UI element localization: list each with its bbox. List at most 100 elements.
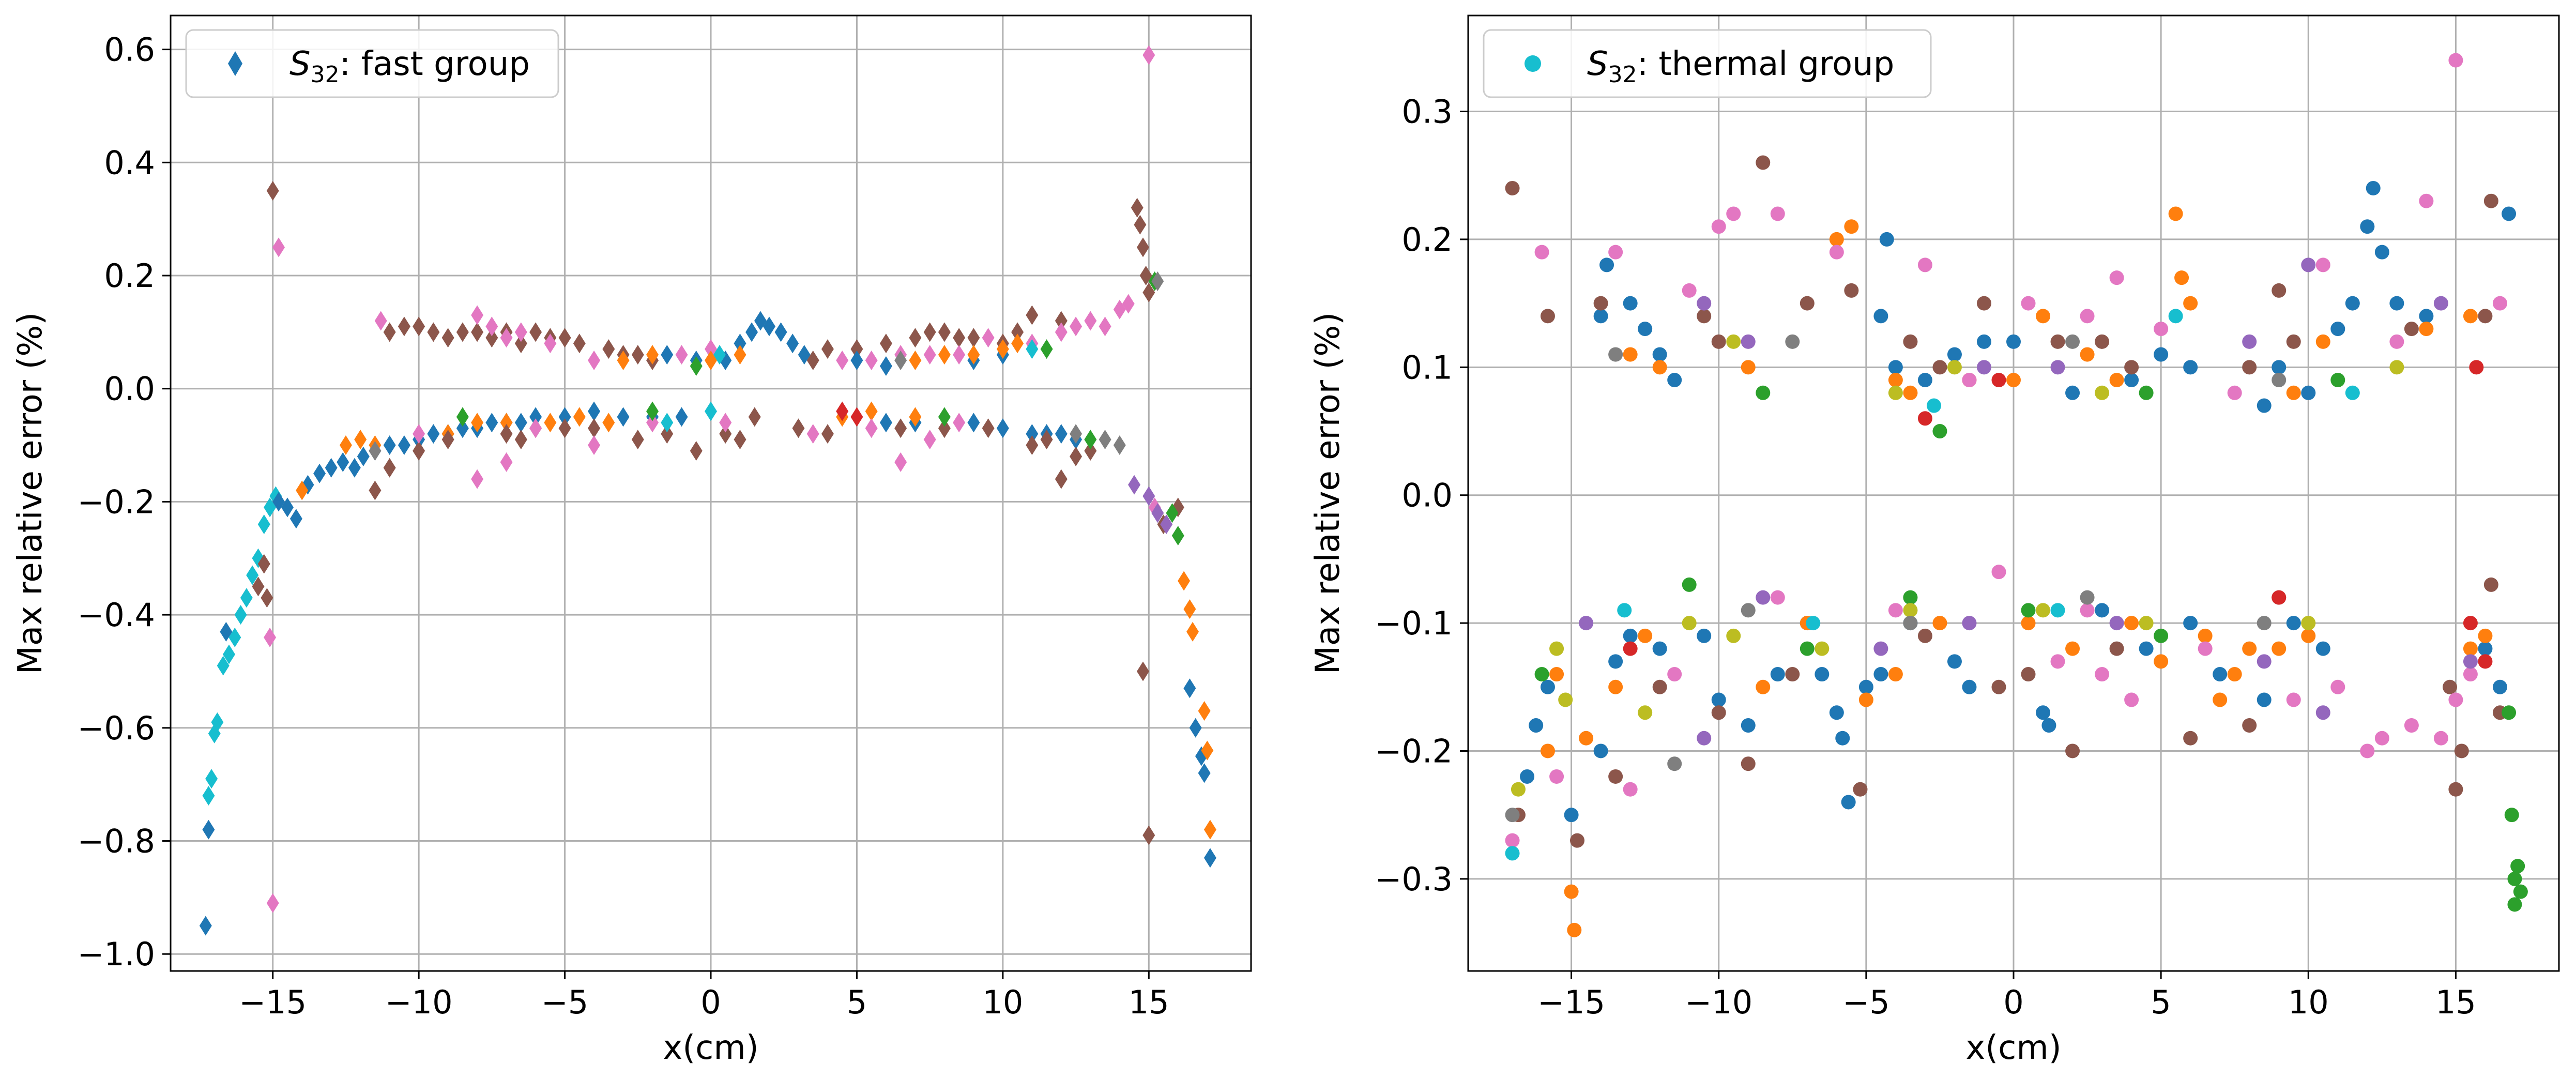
data-point — [798, 345, 811, 365]
data-point — [2050, 603, 2065, 618]
data-point — [588, 435, 601, 456]
x-tick-label: 0 — [2003, 983, 2023, 1021]
legend-label: S32: fast group — [289, 45, 530, 88]
data-point — [661, 413, 674, 433]
data-point — [281, 497, 294, 518]
data-point — [2389, 360, 2404, 375]
data-point — [2454, 743, 2469, 758]
data-point — [675, 345, 688, 365]
data-point — [617, 407, 630, 427]
data-point — [398, 316, 410, 337]
data-point — [2227, 385, 2242, 400]
data-point — [894, 418, 907, 438]
data-point — [2374, 731, 2389, 746]
data-point — [1142, 45, 1155, 65]
y-tick-label: 0.6 — [104, 31, 155, 69]
data-point — [719, 424, 732, 444]
x-tick-label: 10 — [2288, 983, 2329, 1021]
data-point — [558, 418, 571, 438]
data-point — [938, 322, 951, 342]
data-point — [514, 333, 527, 354]
data-point — [2065, 743, 2080, 758]
data-point — [2272, 641, 2287, 656]
legend-box — [1483, 29, 1932, 98]
data-point — [2257, 616, 2272, 631]
data-point — [2463, 654, 2478, 669]
data-point — [1903, 334, 1918, 349]
data-point — [909, 407, 922, 427]
data-point — [529, 418, 542, 438]
y-tick-label: −0.2 — [77, 483, 155, 521]
data-point — [631, 430, 644, 450]
data-points — [1505, 53, 2528, 937]
data-point — [2095, 385, 2110, 400]
data-point — [1756, 155, 1771, 170]
data-point — [1201, 740, 1214, 761]
data-point — [2041, 718, 2056, 733]
data-point — [2080, 309, 2095, 324]
x-tick-label: 15 — [2435, 983, 2476, 1021]
data-point — [2036, 309, 2051, 324]
data-point — [661, 345, 674, 365]
data-point — [1026, 435, 1039, 456]
data-point — [348, 458, 361, 478]
data-point — [2483, 577, 2498, 592]
y-axis-label: Max relative error (%) — [11, 312, 50, 674]
data-point — [2168, 309, 2183, 324]
data-point — [923, 345, 936, 365]
data-point — [2021, 296, 2036, 311]
data-point — [1593, 309, 1608, 324]
data-point — [1608, 654, 1623, 669]
data-point — [2109, 270, 2124, 285]
data-point — [967, 345, 980, 365]
data-point — [1947, 654, 1962, 669]
data-point — [646, 401, 659, 421]
data-point — [675, 407, 688, 427]
data-point — [1529, 718, 1544, 733]
data-point — [2050, 334, 2065, 349]
data-point — [1203, 819, 1216, 840]
data-point — [1927, 398, 1942, 413]
data-point — [2257, 654, 2272, 669]
data-point — [2006, 373, 2021, 388]
data-point — [2404, 322, 2419, 337]
data-point — [1756, 679, 1771, 694]
data-point — [2433, 296, 2448, 311]
data-point — [879, 413, 892, 433]
data-point — [2330, 373, 2345, 388]
data-point — [748, 407, 761, 427]
data-point — [1844, 283, 1859, 298]
data-point — [1593, 743, 1608, 758]
data-point — [1888, 385, 1903, 400]
x-axis-label: x(cm) — [663, 1029, 758, 1067]
data-point — [296, 480, 309, 500]
data-point — [1084, 311, 1097, 331]
data-point — [1070, 316, 1083, 337]
data-point — [1829, 705, 1844, 720]
data-point — [2065, 385, 2080, 400]
data-point — [529, 407, 542, 427]
data-point — [1903, 385, 1918, 400]
data-point — [1888, 360, 1903, 375]
data-point — [713, 345, 726, 365]
data-point — [1917, 411, 1932, 426]
x-tick-label: −10 — [385, 983, 453, 1021]
data-point — [325, 458, 338, 478]
data-point — [1711, 334, 1726, 349]
data-point — [1608, 347, 1623, 362]
data-point — [2021, 667, 2036, 682]
data-point — [1128, 475, 1141, 495]
data-point — [1888, 603, 1903, 618]
data-point — [1815, 641, 1830, 656]
data-point — [2504, 808, 2519, 823]
data-point — [1682, 283, 1697, 298]
data-point — [1599, 257, 1614, 272]
data-point — [252, 576, 265, 597]
data-point — [806, 424, 819, 444]
y-tick-label: 0.2 — [1401, 221, 1453, 259]
data-point — [1113, 435, 1126, 456]
data-point — [257, 514, 270, 535]
data-point — [2463, 641, 2478, 656]
data-point — [1198, 763, 1211, 783]
data-point — [1903, 603, 1918, 618]
